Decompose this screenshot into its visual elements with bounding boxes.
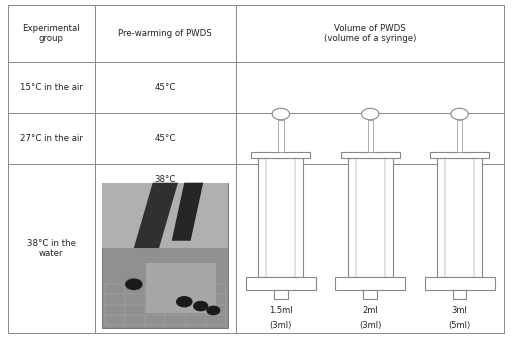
Polygon shape <box>134 183 178 248</box>
Text: 38°C: 38°C <box>155 175 176 184</box>
Text: 27°C in the air: 27°C in the air <box>19 134 82 143</box>
Circle shape <box>361 108 379 120</box>
Bar <box>437 158 482 277</box>
Circle shape <box>177 297 192 307</box>
Bar <box>246 277 316 290</box>
Circle shape <box>207 306 220 315</box>
Bar <box>236 63 504 113</box>
Circle shape <box>272 108 290 120</box>
Text: 3ml: 3ml <box>452 307 467 315</box>
Circle shape <box>194 301 208 311</box>
Text: Volume of PWDS
(volume of a syringe): Volume of PWDS (volume of a syringe) <box>324 24 416 44</box>
Bar <box>95 113 236 164</box>
Bar <box>8 113 95 164</box>
Bar <box>95 63 236 113</box>
Bar <box>278 120 284 152</box>
Bar <box>424 277 495 290</box>
Bar <box>364 290 377 299</box>
Text: Pre-warming of PWDS: Pre-warming of PWDS <box>118 29 212 38</box>
Bar <box>236 5 504 63</box>
Bar <box>8 5 95 63</box>
Text: 15°C in the air: 15°C in the air <box>19 83 82 92</box>
Bar <box>457 120 462 152</box>
Circle shape <box>125 279 143 290</box>
Text: 45°C: 45°C <box>155 83 176 92</box>
Text: (5ml): (5ml) <box>449 321 471 330</box>
Bar <box>258 244 304 277</box>
Text: (3ml): (3ml) <box>270 321 292 330</box>
Circle shape <box>451 108 468 120</box>
Polygon shape <box>172 183 203 241</box>
Bar <box>8 63 95 113</box>
Bar <box>102 183 228 248</box>
Bar <box>430 152 489 158</box>
Text: 1.5ml: 1.5ml <box>269 307 293 315</box>
Text: 2ml: 2ml <box>362 307 378 315</box>
Bar <box>453 290 466 299</box>
Bar <box>274 290 288 299</box>
Bar <box>8 164 95 333</box>
Bar <box>437 227 482 277</box>
Text: 38°C in the
water: 38°C in the water <box>27 239 76 258</box>
Bar <box>102 183 228 328</box>
Bar <box>335 277 406 290</box>
Bar <box>348 232 393 277</box>
Bar <box>236 113 504 164</box>
Bar <box>348 158 393 277</box>
Bar <box>251 152 310 158</box>
Text: 45°C: 45°C <box>155 134 176 143</box>
Bar <box>341 152 400 158</box>
Bar <box>95 5 236 63</box>
Text: (3ml): (3ml) <box>359 321 381 330</box>
Text: Experimental
group: Experimental group <box>23 24 80 44</box>
Bar <box>368 120 373 152</box>
Bar <box>95 164 236 333</box>
Bar <box>146 263 216 313</box>
Bar <box>236 164 504 333</box>
Bar <box>258 158 304 277</box>
